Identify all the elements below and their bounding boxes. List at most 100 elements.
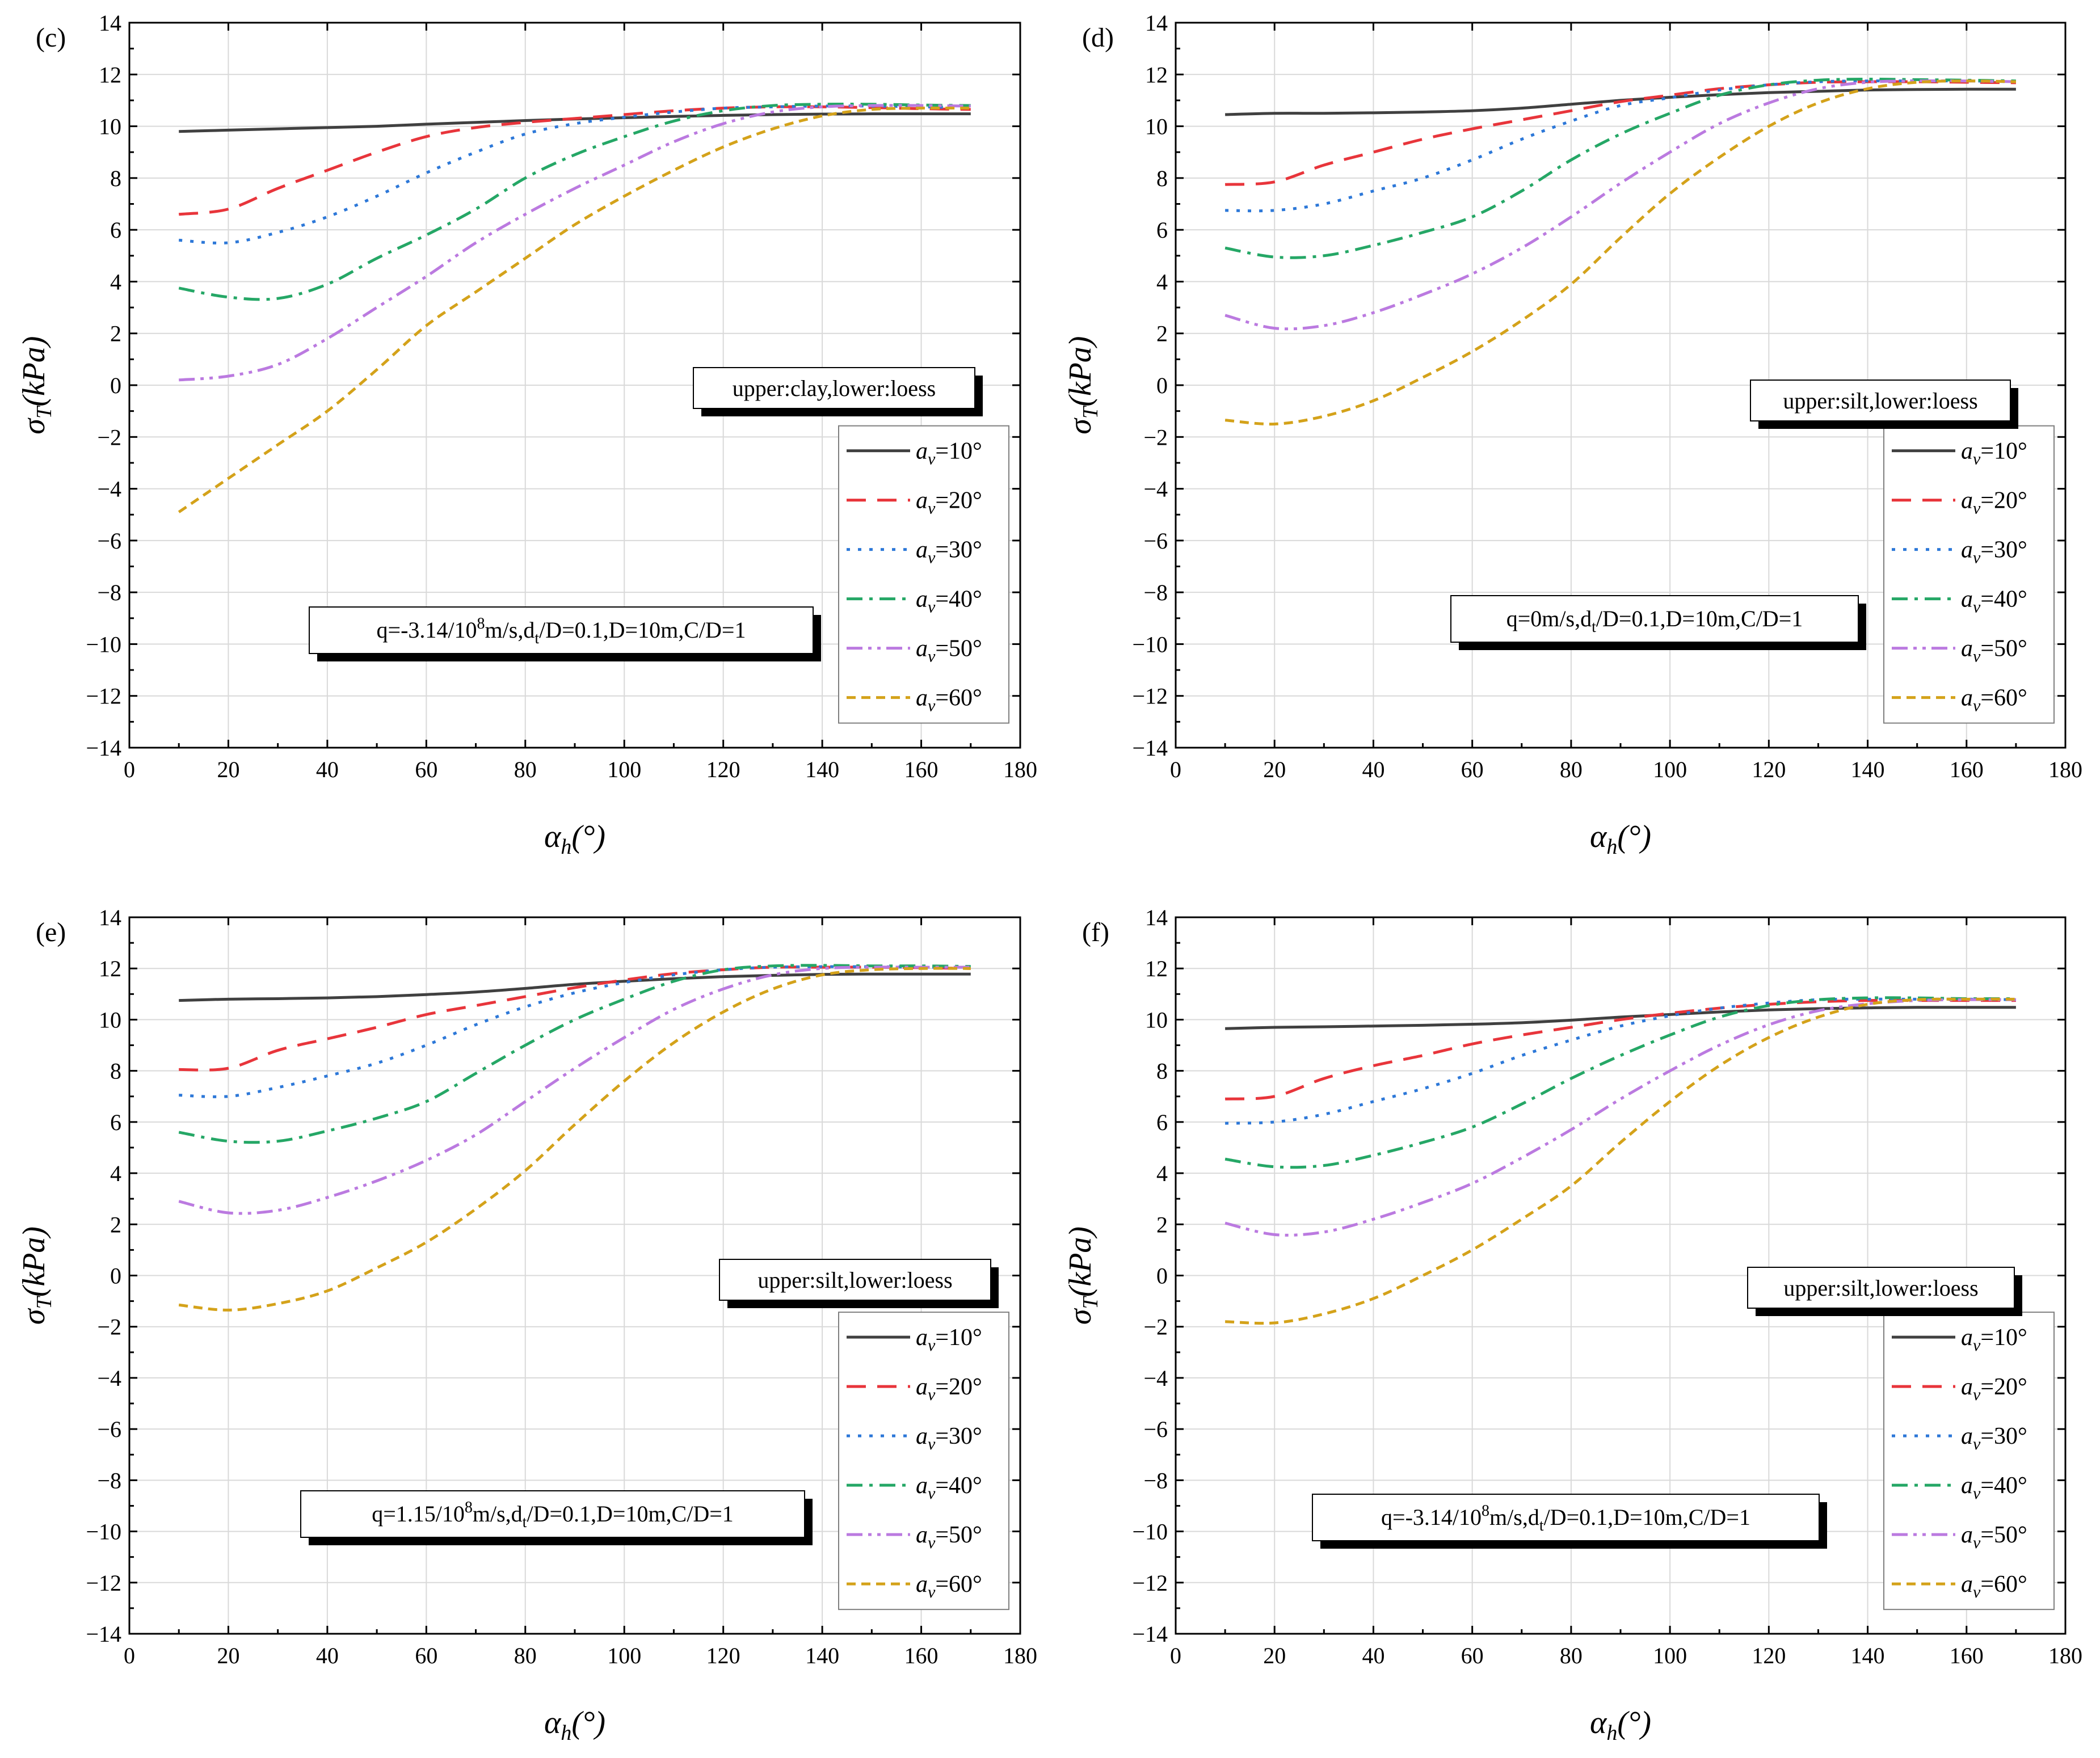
condition-note-box: q=1.15/108m/s,dt/D=0.1,D=10m,C/D=1 [300, 1490, 813, 1545]
series-line-av30 [179, 104, 971, 244]
y-tick-label: −2 [97, 424, 121, 450]
legend: av=10° av=20° av=30° av=40° av=50° av=60° [1883, 425, 2055, 724]
series-line-av60 [1225, 997, 2016, 1325]
y-axis-title: σT(kPa) [16, 1226, 56, 1325]
series-line-av10 [179, 112, 971, 133]
y-tick-label: −6 [1143, 528, 1168, 554]
y-tick-label: −12 [86, 1570, 121, 1596]
y-tick-label: −8 [97, 1468, 121, 1493]
y-tick-label: −10 [86, 631, 121, 657]
y-tick-label: 14 [99, 905, 121, 930]
x-tick-label: 80 [514, 1643, 537, 1668]
condition-note-text: q=-3.14/108m/s,dt/D=0.1,D=10m,C/D=1 [377, 615, 746, 647]
x-tick-label: 180 [2048, 757, 2082, 782]
condition-note-text: q=1.15/108m/s,dt/D=0.1,D=10m,C/D=1 [372, 1499, 734, 1531]
y-tick-label: −12 [86, 684, 121, 709]
y-tick-label: 8 [110, 166, 121, 191]
series-line-av40 [1224, 77, 2016, 259]
x-tick-label: 180 [1003, 757, 1037, 782]
y-tick-label: 0 [1156, 373, 1168, 398]
x-tick-label: 100 [1653, 757, 1687, 782]
y-tick-label: −10 [1132, 631, 1168, 657]
soil-note-text: upper:silt,lower:loess [757, 1267, 952, 1293]
legend-label-av40: av=40° [916, 587, 982, 617]
x-tick-label: 40 [1362, 757, 1384, 782]
legend-box [1883, 1312, 2055, 1611]
condition-note-box: q=-3.14/108m/s,dt/D=0.1,D=10m,C/D=1 [1312, 1494, 1827, 1549]
soil-note-box: upper:silt,lower:loess [719, 1259, 999, 1308]
legend-label-av30: av=30° [916, 537, 982, 567]
y-tick-label: −2 [1143, 1314, 1168, 1340]
y-axis-title: σT(kPa) [1063, 336, 1102, 434]
legend-label-av40: av=40° [916, 1473, 982, 1503]
y-tick-label: 8 [110, 1059, 121, 1084]
y-tick-label: −6 [97, 1416, 121, 1442]
y-tick-label: −2 [97, 1314, 121, 1340]
soil-note-frame [1747, 1267, 2015, 1309]
chart-panel-d: 0 20 40 60 80 100 120 140 160 180−14−12−10−8−6−4−… [1063, 10, 2082, 859]
y-axis-title: σT(kPa) [16, 336, 56, 434]
x-tick-label: 60 [415, 757, 437, 782]
condition-note-box: q=0m/s,dt/D=0.1,D=10m,C/D=1 [1450, 595, 1866, 650]
condition-note-frame [1450, 595, 1859, 643]
legend-label-av20: av=20° [916, 1374, 982, 1404]
x-tick-label: 60 [1461, 1643, 1484, 1668]
legend-label-av60: av=60° [1961, 685, 2027, 715]
y-tick-label: −14 [1132, 1621, 1168, 1647]
y-tick-label: 6 [110, 1110, 121, 1135]
series-line-av40 [178, 964, 971, 1144]
x-tick-label: 180 [1003, 1643, 1037, 1668]
x-tick-label: 160 [904, 1643, 939, 1668]
chart-panel-e: 0 20 40 60 80 100 120 140 160 180−14−12−10−8−6−4−… [16, 905, 1037, 1745]
y-tick-label: 2 [1156, 321, 1168, 347]
y-tick-label: 2 [1156, 1212, 1168, 1237]
y-tick-label: 14 [1145, 10, 1168, 36]
y-tick-label: −4 [97, 1365, 121, 1391]
series-line-av20 [178, 105, 971, 216]
soil-note-box: upper:silt,lower:loess [1750, 380, 2018, 429]
x-tick-label: 20 [217, 757, 239, 782]
y-tick-label: 4 [1156, 269, 1168, 294]
soil-note-text: upper:silt,lower:loess [1783, 1275, 1978, 1301]
soil-note-box: upper:clay,lower:loess [693, 367, 983, 416]
legend-label-av10: av=10° [1961, 1325, 2027, 1355]
y-tick-label: −8 [97, 580, 121, 605]
y-tick-label: 10 [1145, 114, 1168, 140]
x-tick-label: 60 [1461, 757, 1484, 782]
legend-label-av20: av=20° [1961, 1374, 2027, 1404]
y-tick-label: 14 [99, 10, 121, 36]
soil-note-text: upper:silt,lower:loess [1783, 388, 1977, 414]
x-tick-label: 160 [904, 757, 939, 782]
legend-label-av50: av=50° [916, 1522, 982, 1552]
legend-label-av60: av=60° [916, 1571, 982, 1601]
x-axis-title: αh(°) [544, 819, 605, 859]
x-tick-label: 0 [1170, 757, 1181, 782]
series-line-av60 [178, 967, 971, 1312]
x-tick-label: 20 [1263, 1643, 1286, 1668]
soil-note-frame [1750, 380, 2011, 421]
y-tick-label: −10 [86, 1519, 121, 1545]
x-tick-label: 100 [1653, 1643, 1687, 1668]
series-line-av10 [179, 972, 971, 1002]
legend-label-av40: av=40° [1961, 587, 2027, 617]
y-tick-label: 12 [1145, 956, 1168, 981]
y-tick-label: 12 [99, 956, 121, 981]
legend-label-av50: av=50° [1961, 1522, 2027, 1552]
y-tick-label: 0 [110, 1263, 121, 1289]
soil-note-frame [719, 1259, 991, 1301]
legend-box [838, 425, 1009, 724]
x-tick-label: 140 [805, 1643, 839, 1668]
x-axis-title: αh(°) [1590, 819, 1651, 859]
legend-label-av20: av=20° [1961, 488, 2027, 518]
x-tick-label: 140 [805, 757, 839, 782]
x-tick-label: 40 [316, 757, 339, 782]
y-tick-label: −6 [97, 528, 121, 554]
x-tick-label: 120 [1752, 1643, 1786, 1668]
condition-note-text: q=-3.14/108m/s,dt/D=0.1,D=10m,C/D=1 [1381, 1502, 1750, 1534]
y-tick-label: 4 [110, 1161, 121, 1186]
legend-label-av30: av=30° [1961, 537, 2027, 567]
y-tick-label: 8 [1156, 166, 1168, 191]
chart-panel-c: 0 20 40 60 80 100 120 140 160 180−14−12−10−8−6−4−… [16, 10, 1037, 859]
y-tick-label: 12 [99, 62, 121, 87]
